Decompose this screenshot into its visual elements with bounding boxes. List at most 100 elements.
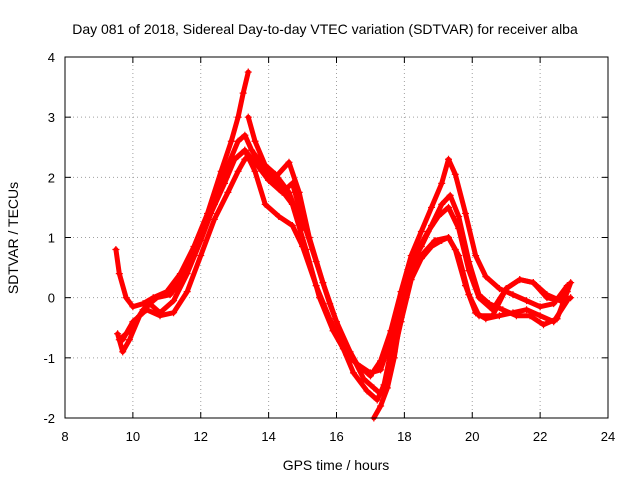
data-point <box>363 387 371 395</box>
y-tick-label: 3 <box>48 110 55 125</box>
data-series <box>112 68 575 422</box>
data-point <box>193 243 201 251</box>
data-point <box>119 336 127 344</box>
data-point <box>251 152 259 160</box>
x-tick-label: 22 <box>533 429 547 444</box>
data-point <box>536 312 544 320</box>
data-point <box>122 294 130 302</box>
y-tick-label: 2 <box>48 170 55 185</box>
data-point <box>482 273 490 281</box>
data-point <box>509 309 517 317</box>
data-point <box>125 336 133 344</box>
grid <box>65 57 608 418</box>
data-point <box>234 167 242 175</box>
chart-title: Day 081 of 2018, Sidereal Day-to-day VTE… <box>72 21 578 37</box>
data-point <box>239 89 247 97</box>
data-point <box>251 167 259 175</box>
data-point <box>540 321 548 329</box>
axis-ticks <box>64 56 609 419</box>
data-point <box>563 288 571 296</box>
data-point <box>567 279 575 287</box>
data-point <box>166 291 174 299</box>
data-point <box>346 348 354 356</box>
data-point <box>455 224 463 232</box>
data-point <box>417 252 425 260</box>
data-point <box>241 155 249 163</box>
x-tick-label: 24 <box>601 429 615 444</box>
x-tick-label: 14 <box>261 429 275 444</box>
data-point <box>431 237 439 245</box>
data-point <box>475 312 483 320</box>
data-point <box>472 252 480 260</box>
data-point <box>156 312 164 320</box>
data-point <box>288 221 296 229</box>
data-point <box>383 384 391 392</box>
data-point <box>339 345 347 353</box>
data-point <box>370 384 378 392</box>
data-point <box>556 297 564 305</box>
y-tick-label: 1 <box>48 231 55 246</box>
data-point <box>489 306 497 314</box>
data-point <box>112 246 120 254</box>
data-point <box>438 179 446 187</box>
x-tick-label: 16 <box>329 429 343 444</box>
data-point <box>180 273 188 281</box>
data-point <box>251 137 259 145</box>
data-point <box>241 146 249 154</box>
data-point <box>366 369 374 377</box>
data-point <box>244 113 252 121</box>
data-point <box>183 288 191 296</box>
y-axis-label: SDTVAR / TECUs <box>5 182 21 294</box>
data-point <box>567 294 575 302</box>
x-axis-label: GPS time / hours <box>283 457 390 473</box>
data-point <box>509 291 517 299</box>
data-point <box>265 176 273 184</box>
data-point <box>142 306 150 314</box>
data-point <box>248 146 256 154</box>
data-point <box>475 294 483 302</box>
data-point <box>495 312 503 320</box>
data-point <box>390 354 398 362</box>
data-point <box>197 252 205 260</box>
data-point <box>170 297 178 305</box>
y-tick-label: -1 <box>43 351 55 366</box>
data-point <box>227 137 235 145</box>
x-tick-label: 20 <box>465 429 479 444</box>
data-point <box>139 300 147 308</box>
data-point <box>373 396 381 404</box>
data-point <box>261 200 269 208</box>
data-point <box>285 188 293 196</box>
data-point <box>377 366 385 374</box>
x-tick-labels: 8 10 12 14 16 18 20 22 24 <box>61 429 615 444</box>
data-point <box>502 285 510 293</box>
y-tick-labels: -2 -1 0 1 2 3 4 <box>43 50 55 426</box>
data-point <box>326 315 334 323</box>
data-point <box>465 291 473 299</box>
data-point <box>305 234 313 241</box>
data-point <box>129 318 137 326</box>
data-point <box>271 170 279 178</box>
data-point <box>114 330 122 338</box>
data-point <box>333 318 340 326</box>
data-point <box>234 137 242 145</box>
data-point <box>275 212 283 220</box>
data-point <box>461 209 469 217</box>
data-point <box>234 113 242 121</box>
data-point <box>499 306 507 314</box>
data-point <box>319 279 327 287</box>
data-point <box>312 282 320 290</box>
data-point <box>529 279 537 287</box>
data-point <box>434 212 442 220</box>
data-point <box>241 131 249 139</box>
data-point <box>424 227 432 235</box>
data-point <box>417 227 425 235</box>
data-point <box>465 267 473 275</box>
data-point <box>495 285 503 293</box>
data-point <box>360 375 368 383</box>
data-point <box>414 246 422 254</box>
data-point <box>543 291 551 299</box>
data-point <box>119 348 127 356</box>
x-tick-label: 18 <box>397 429 411 444</box>
data-point <box>231 155 239 163</box>
